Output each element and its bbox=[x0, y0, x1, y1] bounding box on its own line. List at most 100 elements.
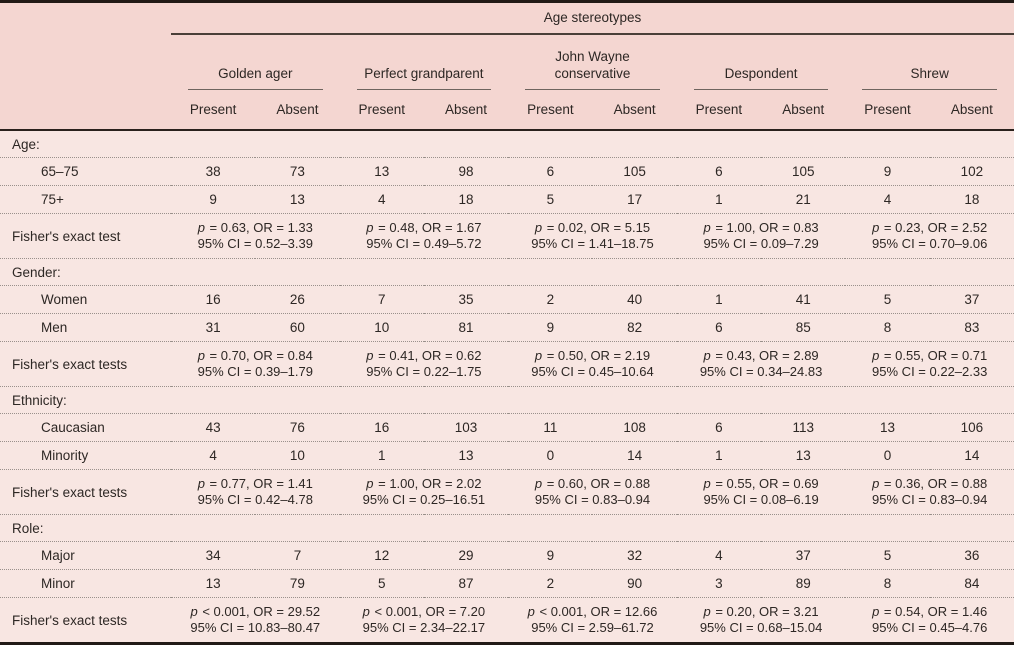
fisher-p-or: p = 1.00, OR = 2.02 bbox=[366, 476, 482, 491]
value-cell: 105 bbox=[592, 157, 677, 186]
value-cell: 87 bbox=[423, 569, 509, 598]
group-label: Despondent bbox=[724, 66, 798, 82]
fisher-cell: p = 0.55, OR = 0.69 95% CI = 0.08–6.19 bbox=[676, 469, 846, 515]
fisher-ci: 95% CI = 0.70–9.06 bbox=[872, 236, 988, 251]
fisher-label: Fisher's exact test bbox=[0, 213, 171, 259]
value-cell: 84 bbox=[929, 569, 1014, 598]
fisher-p-or: p = 0.02, OR = 5.15 bbox=[534, 220, 651, 235]
fisher-p-or: p = 0.20, OR = 3.21 bbox=[703, 604, 819, 619]
value-cell: 16 bbox=[171, 285, 256, 314]
fisher-cell: p = 0.60, OR = 0.88 95% CI = 0.83–0.94 bbox=[508, 469, 677, 515]
group-label: Golden ager bbox=[218, 66, 293, 82]
group-label: John Wayne conservative bbox=[554, 48, 631, 82]
fisher-p-or: p = 1.00, OR = 0.83 bbox=[703, 220, 819, 235]
value-cell: 11 bbox=[508, 413, 593, 442]
table-row-men: Men 31 60 10 81 9 82 6 85 8 83 bbox=[0, 313, 1014, 342]
fisher-cell: p = 0.20, OR = 3.21 95% CI = 0.68–15.04 bbox=[677, 598, 846, 643]
fisher-p-or: p = 0.55, OR = 0.69 bbox=[703, 476, 819, 491]
fisher-cell: p = 0.77, OR = 1.41 95% CI = 0.42–4.78 bbox=[171, 469, 340, 515]
value-cell: 3 bbox=[676, 569, 762, 598]
row-label: 75+ bbox=[0, 185, 171, 214]
value-cell: 0 bbox=[508, 441, 593, 470]
row-label: Minority bbox=[0, 441, 171, 470]
value-cell: 0 bbox=[845, 441, 930, 470]
value-cell: 73 bbox=[255, 157, 340, 186]
value-cell: 13 bbox=[255, 185, 340, 214]
fisher-p-or: p < 0.001, OR = 29.52 bbox=[190, 604, 321, 619]
absent-header: Absent bbox=[423, 90, 509, 131]
table-row-women: Women 16 26 7 35 2 40 1 41 5 37 bbox=[0, 285, 1014, 314]
fisher-ci: 95% CI = 0.49–5.72 bbox=[366, 236, 482, 251]
present-header: Present bbox=[171, 90, 256, 131]
fisher-row-role: Fisher's exact tests p < 0.001, OR = 29.… bbox=[0, 598, 1014, 643]
value-cell: 18 bbox=[929, 185, 1014, 214]
value-cell: 14 bbox=[592, 441, 677, 470]
section-label: Role: bbox=[0, 514, 1014, 542]
fisher-cell: p = 0.63, OR = 1.33 95% CI = 0.52–3.39 bbox=[171, 213, 340, 259]
group-label: Perfect grandparent bbox=[364, 66, 484, 82]
value-cell: 29 bbox=[423, 541, 509, 570]
value-cell: 6 bbox=[508, 157, 593, 186]
span-header-row: Age stereotypes bbox=[0, 3, 1014, 131]
value-cell: 13 bbox=[339, 157, 424, 186]
value-cell: 5 bbox=[508, 185, 593, 214]
fisher-p-or: p = 0.60, OR = 0.88 bbox=[534, 476, 651, 491]
fisher-p-or: p = 0.70, OR = 0.84 bbox=[197, 348, 313, 363]
row-label: Women bbox=[0, 285, 171, 314]
value-cell: 38 bbox=[171, 157, 256, 186]
value-cell: 76 bbox=[255, 413, 340, 442]
value-cell: 102 bbox=[929, 157, 1014, 186]
fisher-p-or: p = 0.41, OR = 0.62 bbox=[366, 348, 482, 363]
value-cell: 13 bbox=[761, 441, 846, 470]
value-cell: 9 bbox=[508, 541, 593, 570]
value-cell: 7 bbox=[255, 541, 340, 570]
value-cell: 4 bbox=[845, 185, 930, 214]
fisher-p-or: p = 0.54, OR = 1.46 bbox=[872, 604, 988, 619]
fisher-cell: p = 0.43, OR = 2.89 95% CI = 0.34–24.83 bbox=[676, 341, 846, 387]
row-label: Major bbox=[0, 541, 171, 570]
value-cell: 34 bbox=[171, 541, 256, 570]
fisher-cell: p = 0.02, OR = 5.15 95% CI = 1.41–18.75 bbox=[508, 213, 677, 259]
section-row-role: Role: bbox=[0, 514, 1014, 542]
value-cell: 7 bbox=[339, 285, 424, 314]
value-cell: 36 bbox=[929, 541, 1014, 570]
fisher-p-or: p = 0.23, OR = 2.52 bbox=[872, 220, 988, 235]
fisher-ci: 95% CI = 0.39–1.79 bbox=[197, 364, 313, 379]
fisher-row-ethnicity: Fisher's exact tests p = 0.77, OR = 1.41… bbox=[0, 469, 1014, 515]
fisher-row-gender: Fisher's exact tests p = 0.70, OR = 0.84… bbox=[0, 341, 1014, 387]
fisher-cell: p = 0.41, OR = 0.62 95% CI = 0.22–1.75 bbox=[339, 341, 509, 387]
value-cell: 6 bbox=[676, 157, 762, 186]
present-header: Present bbox=[845, 90, 930, 131]
table-row-major: Major 34 7 12 29 9 32 4 37 5 36 bbox=[0, 541, 1014, 570]
fisher-label: Fisher's exact tests bbox=[12, 612, 128, 628]
fisher-cell: p < 0.001, OR = 7.20 95% CI = 2.34–22.17 bbox=[340, 598, 509, 643]
present-header: Present bbox=[676, 90, 762, 131]
section-label: Gender: bbox=[0, 258, 1014, 286]
fisher-cell: p = 0.54, OR = 1.46 95% CI = 0.45–4.76 bbox=[845, 598, 1014, 643]
row-label: Caucasian bbox=[0, 413, 171, 442]
fisher-ci: 95% CI = 0.83–0.94 bbox=[534, 492, 651, 507]
group-header-perfect-grandparent: Perfect grandparent bbox=[340, 35, 509, 90]
value-cell: 40 bbox=[592, 285, 677, 314]
value-cell: 2 bbox=[508, 569, 593, 598]
value-cell: 10 bbox=[255, 441, 340, 470]
value-cell: 98 bbox=[423, 157, 509, 186]
value-cell: 31 bbox=[171, 313, 256, 342]
table-row-minor: Minor 13 79 5 87 2 90 3 89 8 84 bbox=[0, 569, 1014, 598]
fisher-ci: 95% CI = 0.34–24.83 bbox=[699, 364, 823, 379]
value-cell: 13 bbox=[171, 569, 256, 598]
value-cell: 89 bbox=[761, 569, 846, 598]
value-cell: 90 bbox=[592, 569, 677, 598]
row-label: Minor bbox=[0, 569, 171, 598]
fisher-ci: 95% CI = 0.22–1.75 bbox=[366, 364, 482, 379]
value-cell: 13 bbox=[845, 413, 930, 442]
row-label: Men bbox=[0, 313, 171, 342]
value-cell: 83 bbox=[929, 313, 1014, 342]
fisher-cell: p = 0.48, OR = 1.67 95% CI = 0.49–5.72 bbox=[339, 213, 509, 259]
value-cell: 21 bbox=[761, 185, 846, 214]
absent-header: Absent bbox=[255, 90, 340, 131]
table-row-minority: Minority 4 10 1 13 0 14 1 13 0 14 bbox=[0, 441, 1014, 470]
fisher-cell: p = 0.50, OR = 2.19 95% CI = 0.45–10.64 bbox=[508, 341, 677, 387]
fisher-p-or: p < 0.001, OR = 12.66 bbox=[527, 604, 658, 619]
value-cell: 82 bbox=[592, 313, 677, 342]
